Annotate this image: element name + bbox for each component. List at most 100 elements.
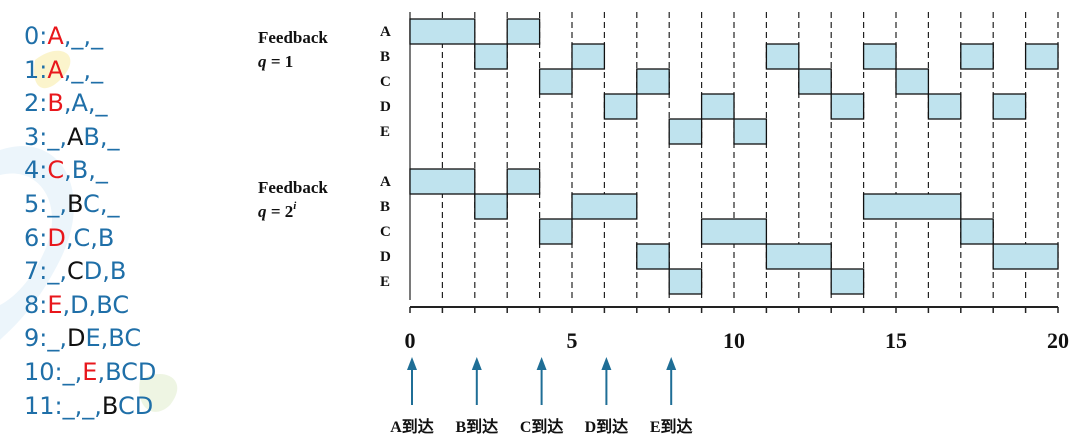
trace-sep: , [63, 89, 72, 118]
trace-queue2: _ [95, 89, 108, 118]
panel-label-line2: q = 1 [258, 52, 293, 71]
trace-running: B [47, 89, 64, 118]
trace-queue1: _ [82, 391, 95, 420]
trace-time: 10: [24, 357, 63, 386]
trace-time: 11: [24, 391, 63, 420]
trace-queue1-rest: C [83, 189, 100, 218]
trace-row: 2:B,A,_ [24, 87, 156, 121]
trace-running: E [47, 290, 63, 319]
panel-label-line1: Feedback [258, 178, 328, 197]
process-label-b: B [380, 49, 390, 65]
trace-sep: , [59, 122, 67, 151]
run-bar-d [927, 93, 962, 120]
run-bar-d [992, 243, 1059, 270]
trace-row: 11:_,_,BCD [24, 390, 156, 424]
time-tick-label: 10 [723, 328, 745, 353]
trace-sep: , [65, 223, 74, 252]
run-bar-b [862, 193, 962, 220]
arrival-label: B到达 [455, 417, 498, 436]
panel-label-line1: Feedback [258, 28, 328, 47]
run-bar-a [506, 18, 541, 45]
trace-row: 1:A,_,_ [24, 54, 156, 88]
arrival-arrowhead [536, 357, 547, 370]
trace-running: _ [47, 257, 60, 286]
trace-row: 0:A,_,_ [24, 20, 156, 54]
arrival-arrowhead [601, 357, 612, 370]
trace-row: 4:C,B,_ [24, 154, 156, 188]
run-bar-e [830, 268, 865, 295]
run-bar-d [830, 93, 865, 120]
trace-queue2: B [97, 223, 115, 252]
trace-row: 9:_,DE,BC [24, 322, 156, 356]
run-bar-b [474, 43, 508, 70]
trace-queue1-head: A [67, 122, 84, 151]
trace-row: 5:_,BC,_ [24, 188, 156, 222]
trace-time: 2: [24, 89, 48, 118]
run-bar-e [733, 118, 768, 145]
run-bar-e [668, 118, 703, 145]
run-bar-d [765, 243, 832, 270]
trace-sep: , [88, 156, 96, 185]
run-bar-b [571, 193, 638, 220]
trace-sep: , [83, 55, 92, 84]
trace-queue2: _ [91, 22, 104, 50]
trace-queue2: B [109, 257, 127, 286]
trace-sep: , [102, 257, 110, 286]
process-label-e: E [380, 274, 390, 290]
trace-sep: , [74, 357, 83, 386]
trace-sep: , [87, 89, 96, 118]
trace-running: A [47, 55, 64, 84]
run-bar-b [765, 43, 800, 70]
run-bar-c [798, 68, 832, 95]
run-bar-d [603, 93, 638, 120]
run-bar-d [992, 93, 1027, 120]
process-label-a: A [380, 174, 391, 190]
trace-queue2: _ [95, 156, 108, 185]
trace-queue2: _ [107, 122, 120, 151]
trace-queue1-head: C [67, 257, 84, 286]
run-bar-b [960, 43, 994, 70]
trace-queue1-rest: D [83, 257, 103, 286]
trace-running: _ [62, 357, 75, 386]
process-label-b: B [380, 199, 390, 215]
run-bar-b [862, 43, 897, 70]
arrival-arrowhead [471, 357, 482, 370]
trace-running: D [47, 223, 66, 252]
time-tick-label: 5 [567, 328, 578, 353]
trace-running: _ [47, 189, 60, 218]
process-label-c: C [380, 74, 391, 90]
run-bar-c [700, 218, 768, 245]
trace-queue1-head: D [67, 324, 86, 353]
arrival-arrowhead [407, 357, 417, 370]
trace-sep: , [74, 391, 83, 420]
run-bar-d [636, 243, 670, 270]
trace-row: 7:_,CD,B [24, 255, 156, 289]
trace-running: _ [47, 122, 60, 151]
trace-row: 10:_,E,BCD [24, 356, 156, 390]
trace-sep: , [97, 357, 106, 386]
trace-queue2: _ [107, 189, 120, 218]
trace-time: 7: [24, 257, 48, 286]
trace-queue2-rest: CD [117, 391, 154, 420]
trace-time: 0: [24, 22, 48, 50]
run-bar-a [409, 18, 476, 45]
trace-time: 1: [24, 55, 48, 84]
run-bar-d [700, 93, 735, 120]
run-bar-b [474, 193, 508, 220]
trace-queue1: _ [71, 22, 84, 50]
run-bar-c [538, 68, 573, 95]
trace-queue1: E [82, 357, 98, 386]
process-label-c: C [380, 224, 391, 240]
trace-queue2: BC [108, 324, 142, 353]
trace-queue2: _ [91, 55, 104, 84]
arrival-label: E到达 [650, 417, 693, 436]
trace-time: 4: [24, 156, 48, 185]
trace-time: 8: [24, 290, 48, 319]
run-bar-b [1024, 43, 1059, 70]
trace-time: 6: [24, 223, 48, 252]
trace-sep: , [83, 22, 92, 50]
trace-queue2: BCD [105, 357, 157, 386]
run-bar-c [636, 68, 670, 95]
process-label-d: D [380, 249, 391, 265]
